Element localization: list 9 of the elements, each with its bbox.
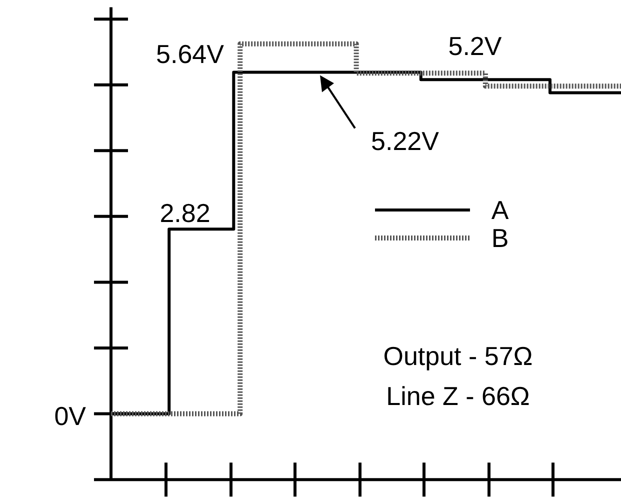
legend-label: A (491, 195, 510, 225)
annotation: 2.82 (160, 198, 210, 228)
text: 0V (54, 401, 87, 431)
annotation: Line Z - 66Ω (386, 381, 530, 411)
annotation: 5.2V (448, 31, 502, 62)
annotation: 5.64V (156, 39, 225, 69)
annotation: 5.22V (371, 126, 440, 156)
annotation: Output - 57Ω (383, 341, 533, 371)
legend-label: B (491, 223, 509, 253)
